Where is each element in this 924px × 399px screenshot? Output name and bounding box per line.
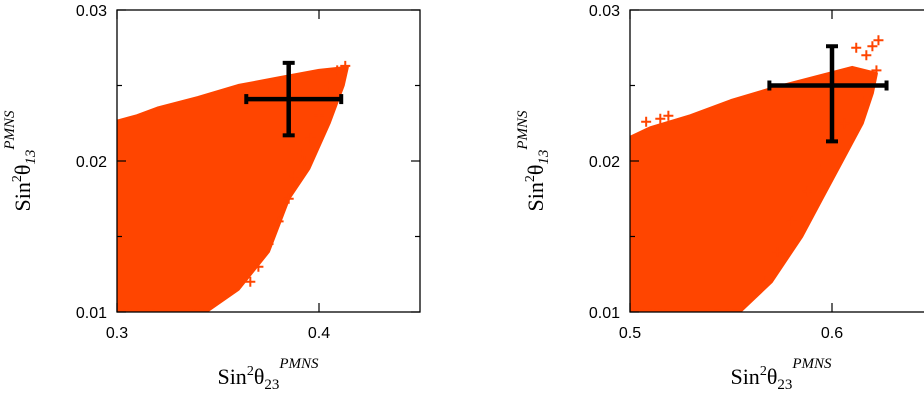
scatter-point — [245, 276, 256, 287]
scatter-point-cloud — [117, 65, 349, 312]
scatter-point — [760, 276, 771, 287]
scatter-point — [655, 113, 666, 124]
scatter-point — [289, 171, 300, 182]
y-tick-label: 0.02 — [76, 154, 107, 171]
axis-ticks: 0.5 0.6 0.01 0.02 0.03 — [589, 3, 843, 342]
left-scatter-panel: 0.3 0.4 0.01 0.02 0.03 Sin2θ23PMNS Sin2θ13PM… — [2, 3, 421, 393]
scatter-point — [263, 239, 274, 250]
y-tick-label: 0.03 — [76, 3, 107, 20]
scatter-points — [245, 60, 351, 287]
scatter-points — [641, 35, 884, 287]
scatter-point — [786, 216, 797, 227]
scatter-point — [772, 246, 783, 257]
x-tick-label: 0.3 — [106, 325, 128, 342]
x-axis-title: Sin2θ23PMNS — [217, 356, 319, 393]
scatter-point — [861, 50, 872, 61]
y-tick-label: 0.02 — [589, 154, 620, 171]
x-tick-label: 0.5 — [619, 325, 641, 342]
scatter-point-cloud — [630, 65, 878, 312]
scatter-point — [873, 35, 884, 46]
scatter-point — [871, 65, 882, 76]
scatter-point — [851, 42, 862, 53]
point-cloud-region — [630, 65, 878, 312]
scatter-point — [816, 163, 827, 174]
x-tick-label: 0.6 — [821, 325, 843, 342]
scatter-point — [324, 80, 335, 91]
axis-ticks: 0.3 0.4 0.01 0.02 0.03 — [76, 3, 420, 342]
x-tick-label: 0.4 — [308, 325, 330, 342]
right-scatter-panel: 0.5 0.6 0.01 0.02 0.03 Sin2θ23PMNS Sin2θ13PM… — [515, 3, 924, 393]
scatter-point — [297, 148, 308, 159]
scatter-point — [641, 116, 652, 127]
scatter-point — [839, 118, 850, 129]
y-tick-label: 0.01 — [76, 305, 107, 322]
y-tick-label: 0.01 — [589, 305, 620, 322]
scatter-point — [253, 261, 264, 272]
y-axis-title: Sin2θ13PMNS — [2, 110, 39, 212]
scatter-point — [663, 110, 674, 121]
x-axis-title: Sin2θ23PMNS — [730, 356, 832, 393]
scatter-point — [283, 193, 294, 204]
scatter-point — [867, 41, 878, 52]
y-axis-title: Sin2θ13PMNS — [515, 110, 552, 212]
scatter-point — [332, 65, 343, 76]
reference-error-cross — [244, 60, 344, 138]
scatter-point — [314, 110, 324, 121]
scatter-point — [340, 60, 351, 71]
scatter-point — [299, 156, 310, 166]
scatter-point — [802, 186, 813, 197]
scatter-point — [857, 95, 868, 106]
y-tick-label: 0.03 — [589, 3, 620, 20]
scatter-point — [273, 216, 284, 227]
point-cloud-region — [117, 65, 349, 312]
scatter-point — [305, 133, 316, 144]
reference-error-cross — [767, 44, 889, 144]
